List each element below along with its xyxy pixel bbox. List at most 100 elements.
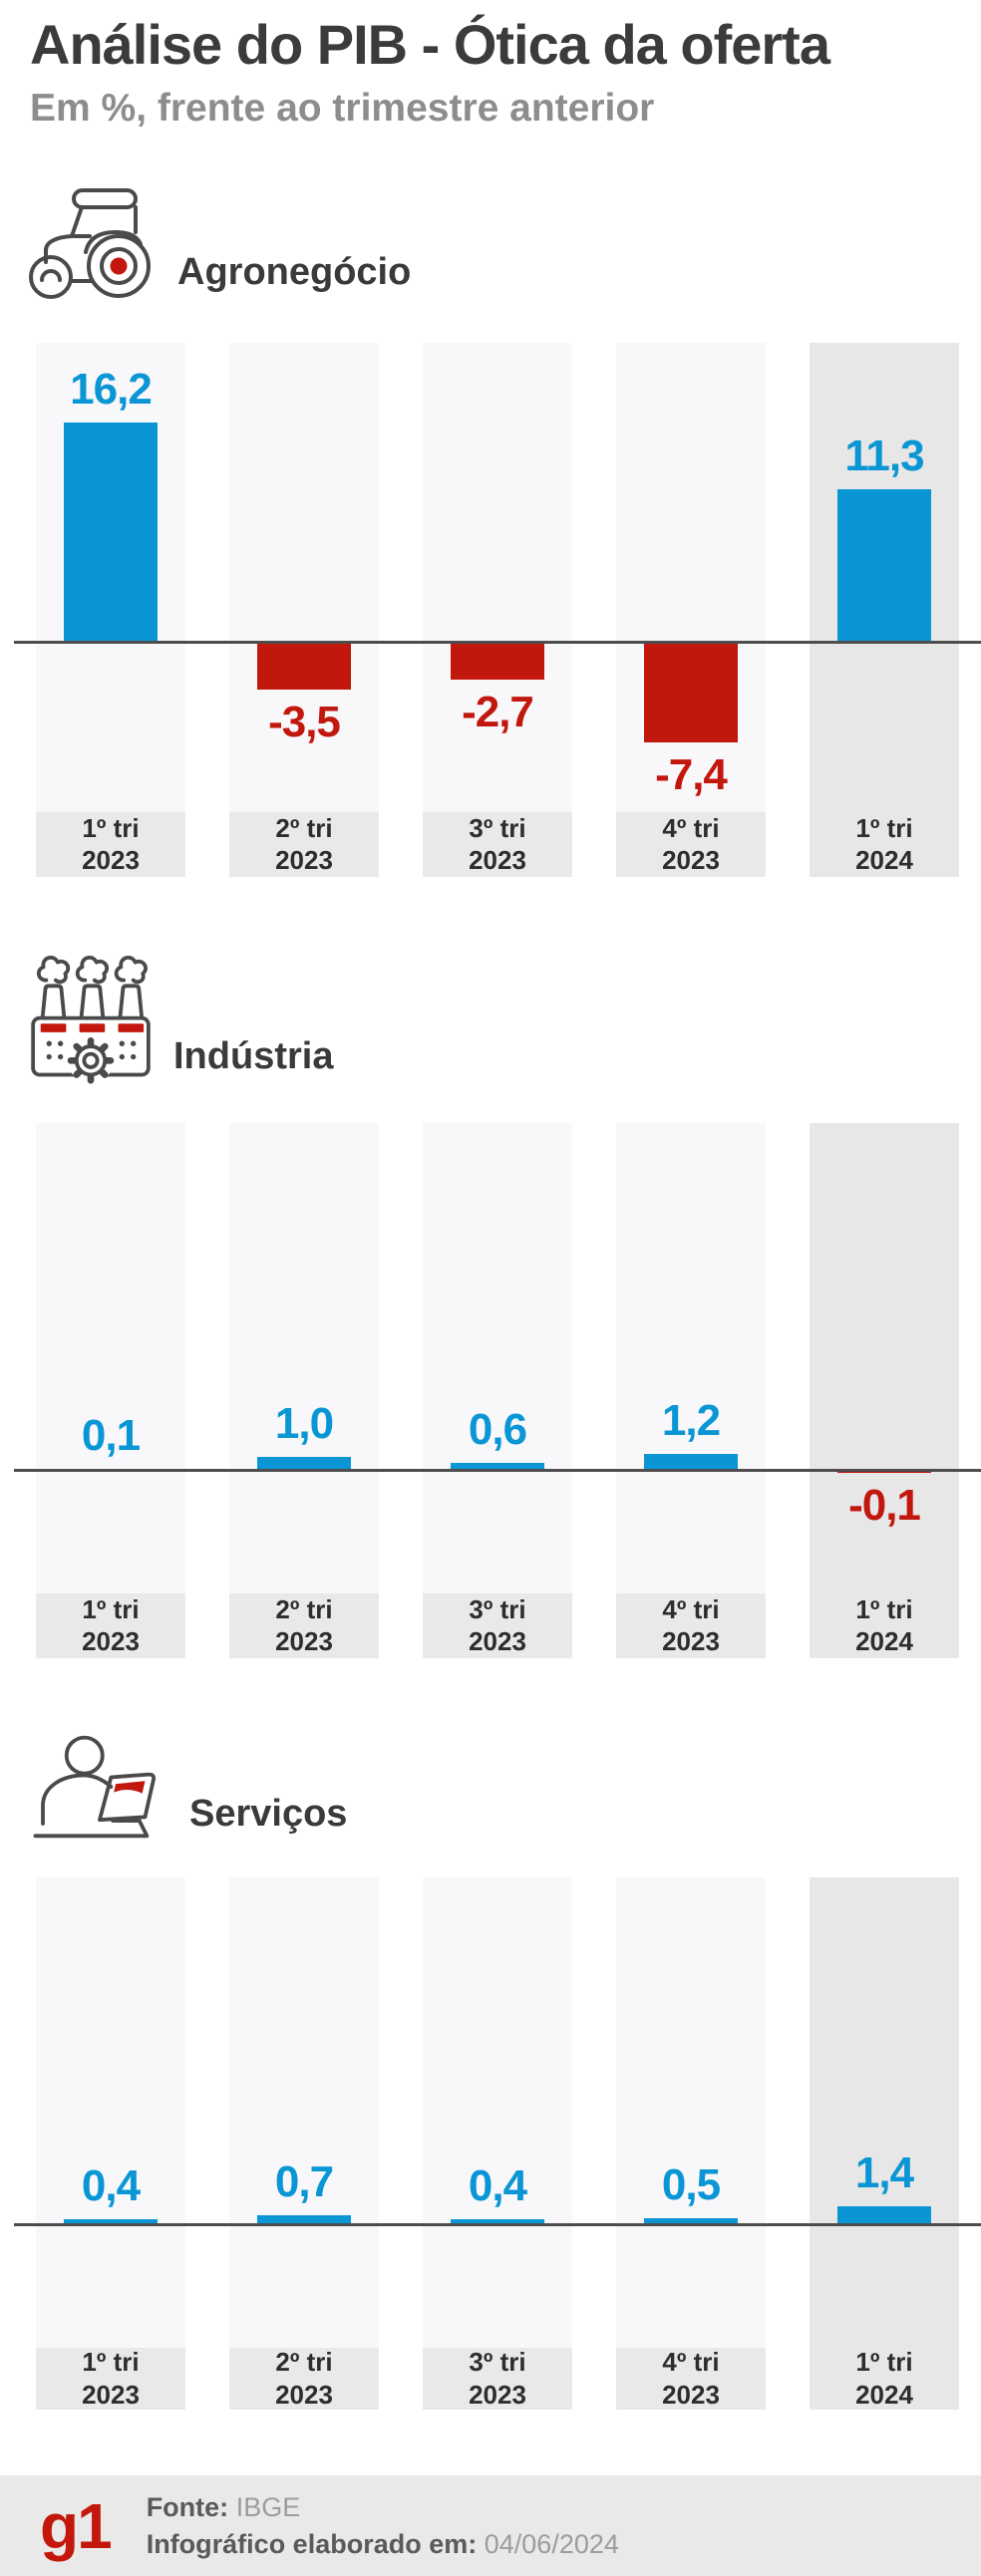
axis-label-quarter: 1º tri [82, 1593, 140, 1624]
bar-3tri-2023 [451, 2219, 544, 2225]
credits: Fonte: IBGE Infográfico elaborado em: 04… [147, 2489, 619, 2562]
axis-label-quarter: 4º tri [662, 1593, 720, 1624]
axis-label-year: 2024 [855, 1626, 913, 1657]
axis-label: 2º tri 2023 [229, 1592, 379, 1658]
axis-label-quarter: 2º tri [275, 2347, 333, 2378]
bar-value-label: 0,4 [468, 2161, 527, 2211]
axis-label: 1º tri 2024 [810, 1592, 959, 1658]
axis-label-year: 2023 [82, 2379, 140, 2410]
axis-label-quarter: 1º tri [855, 1593, 913, 1624]
bar-value-label: 0,5 [661, 2160, 721, 2209]
column-3tri-2023: 0,6 3º tri 2023 [423, 1122, 572, 1658]
column-background [423, 1876, 572, 2348]
column-background [423, 342, 572, 812]
axis-label-quarter: 2º tri [275, 812, 333, 843]
column-background [423, 1122, 572, 1593]
info-label: Infográfico elaborado em: [146, 2528, 478, 2559]
zero-axis-line [14, 640, 981, 644]
info-line: Infográfico elaborado em: 04/06/2024 [147, 2526, 619, 2562]
axis-label-quarter: 2º tri [275, 1593, 333, 1624]
axis-label: 2º tri 2023 [229, 811, 379, 877]
column-2tri-2023: 1,0 2º tri 2023 [229, 1122, 379, 1658]
bar-2tri-2023 [257, 2215, 351, 2225]
column-1tri-2024-highlight: 11,3 1º tri 2024 [810, 342, 959, 877]
bar-4tri-2023 [644, 642, 738, 743]
section-header-servicos: Serviços [24, 1730, 981, 1842]
axis-label-year: 2023 [469, 1626, 526, 1657]
axis-label-year: 2024 [855, 845, 913, 876]
bar-value-label: 11,3 [844, 431, 924, 481]
column-1tri-2023: 0,4 1º tri 2023 [36, 1876, 185, 2410]
axis-label: 2º tri 2023 [229, 2347, 379, 2410]
bar-4tri-2023 [644, 1454, 738, 1471]
axis-label-quarter: 3º tri [469, 2347, 526, 2378]
axis-label-year: 2023 [82, 1626, 140, 1657]
tractor-icon [29, 187, 151, 299]
chart-servicos: 0,4 1º tri 2023 0,7 2º tri 2023 0,4 3º t… [0, 1876, 981, 2410]
column-background [229, 342, 379, 812]
bar-value-label: 1,4 [854, 2147, 914, 2197]
bar-2tri-2023 [257, 642, 351, 691]
axis-label: 1º tri 2023 [36, 1592, 185, 1658]
chart-agronegocio: 16,2 1º tri 2023 -3,5 2º tri 2023 -2,7 3… [0, 342, 981, 877]
axis-label-quarter: 1º tri [82, 2347, 140, 2378]
axis-label: 4º tri 2023 [616, 811, 766, 877]
axis-label-year: 2023 [469, 2379, 526, 2410]
column-background [810, 1122, 959, 1593]
axis-label-quarter: 1º tri [855, 2347, 913, 2378]
zero-axis-line [14, 1468, 981, 1472]
bar-2tri-2023 [257, 1457, 351, 1471]
column-4tri-2023: 0,5 4º tri 2023 [616, 1876, 766, 2410]
axis-label: 3º tri 2023 [423, 1592, 572, 1658]
column-background [36, 1122, 185, 1593]
column-3tri-2023: -2,7 3º tri 2023 [423, 342, 572, 877]
axis-label-year: 2023 [275, 845, 333, 876]
axis-label-year: 2023 [275, 2379, 333, 2410]
bar-value-label: -2,7 [462, 687, 534, 736]
axis-label-quarter: 1º tri [855, 812, 913, 843]
source-label: Fonte: [146, 2492, 229, 2523]
axis-label: 1º tri 2023 [36, 2347, 185, 2410]
bar-value-label: 1,2 [661, 1396, 721, 1446]
axis-label-year: 2023 [662, 845, 720, 876]
axis-label-quarter: 4º tri [662, 2347, 720, 2378]
bar-4tri-2023 [644, 2218, 738, 2225]
source-value: IBGE [235, 2492, 301, 2523]
axis-label-year: 2023 [82, 845, 140, 876]
column-1tri-2023: 0,1 1º tri 2023 [36, 1122, 185, 1658]
page-title: Análise do PIB - Ótica da oferta [30, 13, 830, 76]
bar-value-label: -7,4 [655, 750, 728, 800]
axis-label: 1º tri 2023 [36, 811, 185, 877]
axis-label: 1º tri 2024 [810, 811, 959, 877]
bar-value-label: 0,6 [468, 1404, 527, 1454]
axis-label: 3º tri 2023 [423, 811, 572, 877]
column-background [36, 1876, 185, 2348]
bar-value-label: 0,4 [81, 2161, 141, 2211]
section-header-industria: Indústria [24, 937, 981, 1084]
axis-label: 3º tri 2023 [423, 2347, 572, 2410]
axis-label-quarter: 1º tri [82, 812, 140, 843]
g1-logo: g1 [40, 2489, 113, 2562]
bar-1tri-2024 [837, 489, 931, 643]
bar-value-label: -3,5 [268, 698, 341, 747]
section-label-agronegocio: Agronegócio [177, 250, 412, 293]
column-background [616, 1122, 766, 1593]
column-background [616, 1876, 766, 2348]
bar-3tri-2023 [451, 1462, 544, 1471]
info-value: 04/06/2024 [484, 2528, 619, 2559]
section-label-servicos: Serviços [189, 1792, 348, 1835]
axis-label-year: 2023 [275, 1626, 333, 1657]
section-header-agronegocio: Agronegócio [24, 186, 981, 300]
bar-3tri-2023 [451, 642, 544, 680]
bar-1tri-2023 [64, 2219, 158, 2225]
zero-axis-line [14, 2222, 981, 2226]
column-4tri-2023: -7,4 4º tri 2023 [616, 342, 766, 877]
axis-label-quarter: 3º tri [469, 812, 526, 843]
bar-value-label: 0,1 [81, 1410, 141, 1460]
axis-label-year: 2023 [469, 845, 526, 876]
axis-label-year: 2024 [855, 2379, 913, 2410]
page-subtitle: Em %, frente ao trimestre anterior [30, 86, 655, 130]
axis-label-quarter: 3º tri [469, 1593, 526, 1624]
column-2tri-2023: 0,7 2º tri 2023 [229, 1876, 379, 2410]
